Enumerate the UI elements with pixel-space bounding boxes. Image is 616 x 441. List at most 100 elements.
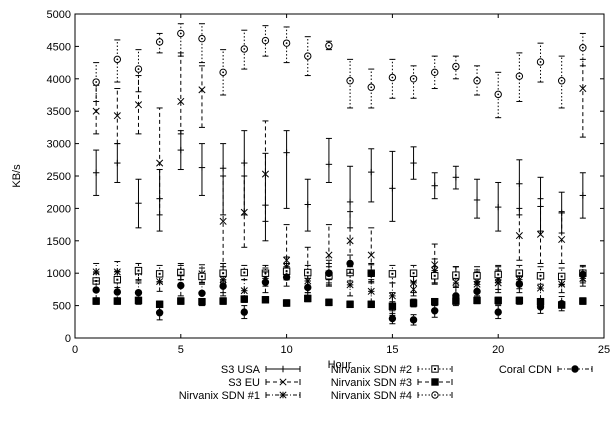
data-point: [92, 286, 100, 294]
data-point: [388, 314, 397, 323]
data-point: [516, 180, 523, 187]
data-point: [198, 34, 206, 43]
data-point: [536, 303, 545, 311]
y-tick-label: 1000: [47, 268, 71, 280]
data-point: [198, 289, 206, 297]
legend-entry-2: Nirvanix SDN #1: [179, 390, 301, 402]
data-point: [177, 297, 185, 305]
y-tick-label: 1500: [47, 236, 71, 248]
x-tick-label: 15: [386, 344, 398, 356]
error-bar: [368, 148, 375, 203]
x-tick-label: 5: [178, 344, 184, 356]
data-point: [261, 296, 270, 304]
data-point: [557, 77, 566, 85]
data-point: [113, 55, 122, 64]
legend-label: S3 EU: [228, 377, 260, 389]
data-point: [536, 58, 545, 66]
data-point: [325, 269, 333, 277]
error-bar: [516, 159, 523, 216]
y-tick-label: 2500: [47, 171, 71, 183]
plot-frame: [74, 13, 605, 339]
legend-entry-5: Nirvanix SDN #4: [331, 390, 453, 402]
error-bar: [156, 32, 163, 54]
data-point: [346, 259, 354, 268]
data-point: [494, 270, 502, 279]
data-point: [388, 302, 397, 310]
error-bar: [241, 29, 248, 70]
data-point: [92, 169, 100, 176]
data-point: [558, 235, 566, 244]
legend-entry-0: S3 USA: [221, 364, 301, 376]
series-1: [92, 52, 587, 316]
data-point: [388, 73, 397, 82]
data-point: [134, 288, 143, 297]
data-point: [494, 308, 502, 316]
data-point: [325, 42, 333, 50]
error-bar: [495, 264, 502, 284]
data-point: [452, 174, 460, 181]
error-bar: [262, 120, 269, 222]
data-point: [134, 65, 143, 73]
error-bar: [558, 296, 565, 312]
error-bar: [325, 137, 332, 183]
data-point: [261, 278, 270, 286]
data-point: [304, 268, 312, 277]
error-bar: [177, 23, 184, 57]
y-tick-label: 3500: [47, 106, 71, 118]
data-point: [261, 36, 270, 45]
data-point: [409, 316, 418, 324]
error-bar: [389, 264, 396, 284]
error-bar: [156, 264, 163, 284]
data-point: [240, 268, 248, 277]
data-point: [325, 161, 333, 168]
data-point: [579, 84, 587, 93]
data-point: [282, 273, 291, 281]
data-point: [177, 97, 185, 106]
data-point: [431, 68, 439, 77]
data-point: [198, 164, 206, 171]
data-point: [92, 78, 100, 86]
legend-label: Nirvanix SDN #3: [331, 377, 412, 389]
data-point: [368, 168, 375, 176]
error-bar: [516, 52, 523, 102]
data-point: [473, 287, 481, 296]
error-bar: [156, 107, 163, 216]
data-point: [114, 159, 121, 167]
error-bar: [579, 266, 586, 284]
legend-entry-1: S3 EU: [228, 377, 301, 389]
error-bar: [198, 23, 205, 64]
error-bar: [304, 277, 311, 297]
data-point: [177, 29, 185, 38]
data-point: [155, 270, 164, 278]
data-point: [346, 77, 354, 85]
legend-label: S3 USA: [221, 364, 261, 376]
error-bar: [368, 68, 375, 109]
legend-marker: [431, 378, 439, 386]
data-point: [367, 83, 375, 91]
data-point: [261, 170, 269, 178]
data-point: [304, 283, 312, 292]
x-tick-label: 10: [280, 344, 292, 356]
error-bar: [516, 275, 523, 294]
data-point: [515, 72, 524, 80]
data-point: [409, 75, 418, 83]
data-point: [304, 52, 312, 60]
error-bar: [495, 71, 502, 119]
data-point: [495, 203, 502, 211]
error-bar: [114, 282, 121, 301]
data-point: [473, 272, 481, 280]
error-bar: [579, 32, 586, 67]
data-point: [135, 200, 142, 207]
series-4: [92, 294, 587, 312]
error-bar: [347, 165, 354, 229]
data-point: [219, 68, 227, 77]
data-point: [536, 284, 545, 292]
data-point: [155, 309, 164, 317]
series-2: [92, 256, 587, 307]
data-point: [155, 300, 164, 309]
error-bar: [431, 266, 438, 285]
data-point: [452, 62, 460, 71]
data-point: [367, 251, 375, 259]
data-point: [113, 268, 121, 276]
legend-marker: [571, 365, 579, 373]
